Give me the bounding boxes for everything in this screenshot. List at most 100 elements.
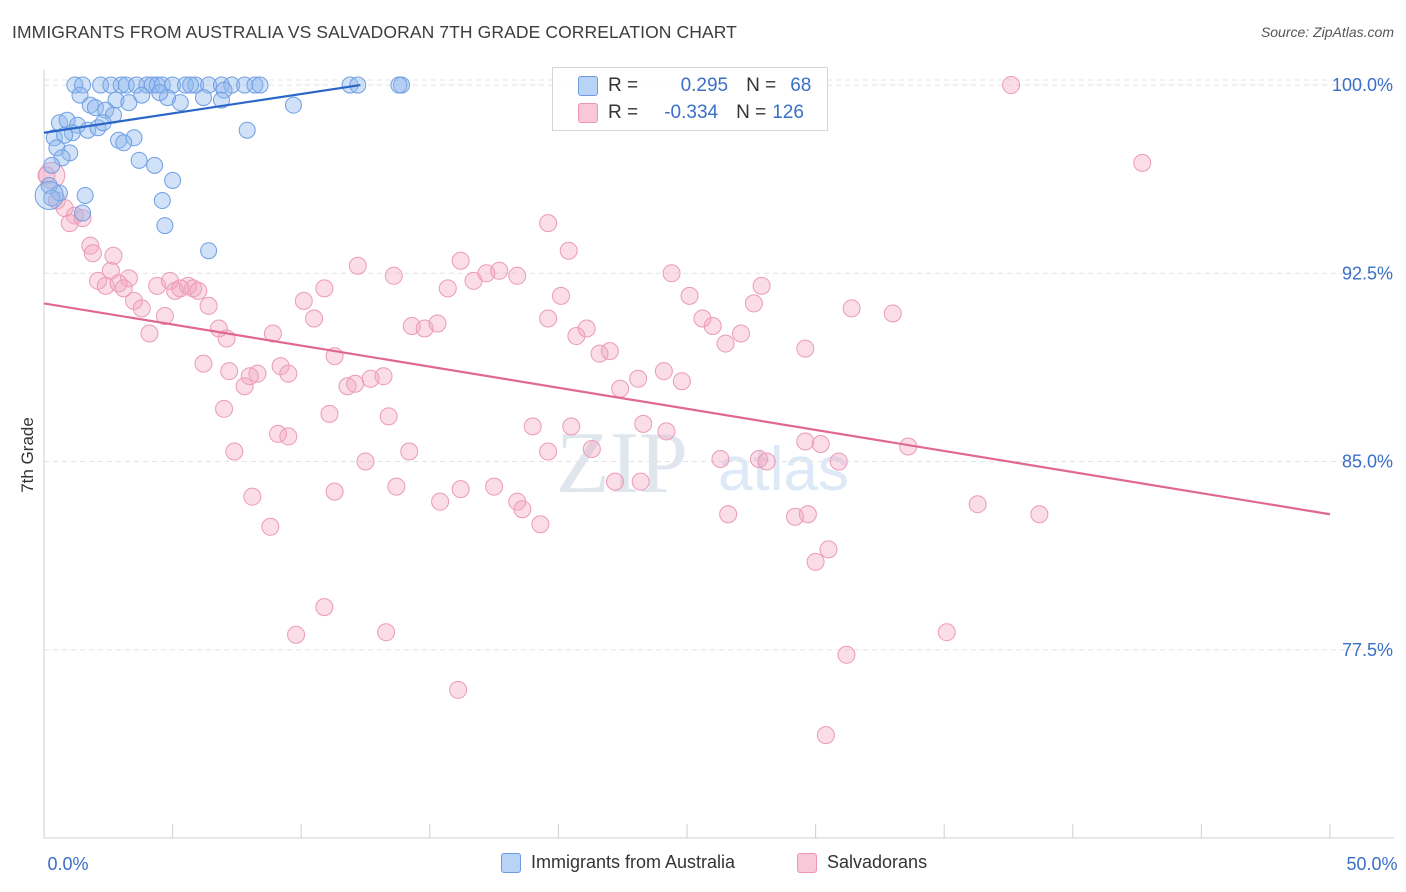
watermark: ZIP atlas [556, 415, 849, 512]
salvadorans-point [1133, 153, 1152, 172]
australia-point [238, 121, 256, 139]
salvadorans-point [819, 540, 838, 559]
salvadorans-point [320, 404, 339, 423]
trend-lines [43, 83, 1331, 516]
australia-point [43, 189, 61, 207]
salvadorans-point [109, 274, 128, 293]
salvadorans-point [562, 417, 581, 436]
australia-point [153, 192, 171, 210]
australia-point [133, 86, 151, 104]
australia-point [34, 180, 64, 210]
bottom-legend-label-salvadorans: Salvadorans [827, 852, 928, 872]
r-value-salvadorans: -0.334 [664, 102, 719, 123]
salvadorans-point [968, 495, 987, 514]
australia-point [74, 76, 92, 94]
bottom-legend-label-australia: Immigrants from Australia [531, 852, 736, 872]
watermark-atlas: atlas [718, 435, 849, 504]
n-value-salvadorans: 126 [772, 102, 804, 123]
salvadorans-point [703, 317, 722, 335]
salvadorans-point [125, 291, 144, 310]
salvadorans-point [842, 299, 861, 318]
salvadorans-point [451, 251, 470, 270]
salvadorans-point [654, 362, 673, 381]
australia-point [182, 76, 200, 94]
australia-point [246, 76, 264, 94]
salvadorans-point [279, 427, 298, 446]
salvadorans-point [657, 422, 676, 441]
salvadorans-point [114, 279, 133, 298]
salvadorans-point [279, 364, 298, 383]
n-label: N = [736, 102, 767, 123]
salvadorans-point [513, 500, 532, 519]
salvadorans-point [132, 299, 151, 318]
salvadorans-point [600, 342, 619, 361]
n-label: N = [746, 75, 777, 96]
salvadorans-point [590, 344, 609, 363]
australia-point [187, 76, 205, 94]
salvadorans-point [752, 276, 771, 295]
salvadorans-point [806, 552, 825, 571]
y-tick-label: 100.0% [1332, 75, 1393, 95]
australia-point [86, 99, 104, 117]
salvadorans-point [539, 309, 558, 328]
australia-point [128, 76, 146, 94]
australia-point [115, 134, 133, 152]
salvadorans-point [287, 625, 306, 644]
salvadorans-point [672, 372, 691, 391]
salvadorans-point [356, 452, 375, 471]
salvadorans-points [37, 76, 1152, 745]
salvadorans-point [662, 264, 681, 283]
salvadorans-point [171, 279, 190, 298]
r-label: R = [608, 75, 639, 96]
salvadorans-point [379, 407, 398, 426]
salvadorans-point [693, 309, 712, 328]
australia-point [92, 76, 110, 94]
australia-point [200, 242, 218, 260]
salvadorans-point [431, 492, 450, 511]
salvadorans-point [798, 505, 817, 524]
salvadorans-point [629, 369, 648, 388]
salvadorans-point [811, 434, 830, 453]
salvadorans-point [346, 374, 365, 393]
australia-point [171, 94, 189, 112]
salvadorans-point [305, 309, 324, 328]
australia-point [151, 84, 169, 102]
salvadorans-point [1030, 505, 1049, 524]
salvadorans-point [438, 279, 457, 298]
salvadorans-point [531, 515, 550, 534]
australia-point [251, 76, 269, 94]
legend-row-salvadorans: R = -0.334 N = 126 [578, 102, 804, 124]
salvadorans-point [551, 286, 570, 305]
salvadorans-point [796, 339, 815, 358]
salvadorans-point [559, 241, 578, 260]
salvadorans-point [490, 261, 509, 280]
salvadorans-point [225, 442, 244, 461]
salvadorans-point [796, 432, 815, 451]
salvadorans-point [631, 472, 650, 491]
australia-point [45, 129, 63, 147]
salvadorans-point [1002, 76, 1021, 95]
salvadorans-point [539, 442, 558, 461]
salvadorans-point [199, 296, 218, 315]
australia-point [284, 96, 302, 114]
bottom-legend-salvadorans: Salvadorans [797, 852, 927, 873]
australia-point [164, 171, 182, 189]
australia-point [120, 94, 138, 112]
n-value-australia: 68 [790, 75, 812, 96]
salvadorans-point [384, 266, 403, 285]
bottom-legend-australia: Immigrants from Australia [501, 852, 735, 873]
legend-swatch-salvadorans [578, 103, 598, 123]
salvadorans-point [220, 362, 239, 381]
australia-point [390, 76, 408, 94]
salvadorans-point [449, 680, 468, 699]
australia-point [200, 76, 218, 94]
salvadorans-point [348, 256, 367, 275]
australia-point [117, 76, 135, 94]
salvadorans-point [140, 324, 159, 343]
australia-point [76, 186, 94, 204]
salvadorans-point [719, 505, 738, 524]
salvadorans-point [269, 424, 288, 443]
salvadorans-point [240, 367, 259, 386]
salvadorans-point [680, 286, 699, 305]
